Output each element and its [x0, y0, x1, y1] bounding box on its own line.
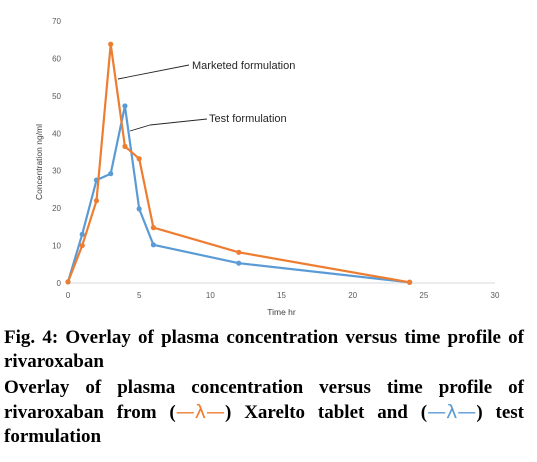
y-tick-label: 70: [52, 17, 61, 26]
data-point-series-1: [236, 260, 242, 266]
annotations: Marketed formulation Test formulation: [117, 60, 295, 132]
x-tick-label: 5: [137, 291, 142, 300]
y-tick-label: 50: [52, 92, 61, 101]
x-tick-label: 15: [277, 291, 286, 300]
series-line-0: [66, 43, 410, 284]
data-point-series-0: [79, 242, 85, 249]
data-point-series-0: [236, 249, 242, 255]
y-tick-label: 0: [57, 279, 62, 288]
y-tick-label: 30: [52, 167, 61, 176]
annotation-marketed: Marketed formulation: [192, 60, 295, 72]
data-point-series-1: [150, 242, 156, 248]
y-tick-label: 20: [52, 204, 61, 213]
series-line-1: [66, 104, 410, 284]
x-tick-label: 25: [419, 291, 428, 300]
x-tick-label: 20: [348, 291, 357, 300]
y-axis-title: Concentration ng/ml: [34, 124, 44, 200]
data-point-series-0: [108, 41, 114, 47]
data-point-series-1: [136, 206, 142, 212]
series-lines: [65, 41, 413, 285]
data-point-series-0: [136, 156, 142, 162]
annotation-leader-test: [129, 124, 151, 132]
concentration-time-chart: 0 10 20 30 40 50 60 70 0 5 10 15 20 25 30 Time hr Concen…: [34, 17, 500, 317]
caption-text-3: ) test formulation: [4, 402, 524, 447]
x-axis-title: Time hr: [267, 307, 296, 317]
data-point-series-1: [79, 231, 85, 237]
caption-text-1: Overlay of plasma concentration versus t…: [4, 377, 524, 423]
figure-caption-title: Fig. 4: Overlay of plasma concentration …: [4, 327, 524, 372]
x-tick-label: 0: [66, 291, 71, 300]
data-point-series-0: [122, 143, 128, 149]
data-point-series-1: [122, 103, 128, 109]
y-tick-label: 40: [52, 129, 61, 138]
annotation-test: Test formulation: [209, 113, 287, 125]
figure-caption-description: Overlay of plasma concentration versus t…: [4, 376, 524, 449]
data-point-series-0: [93, 198, 100, 204]
data-point-series-0: [65, 279, 71, 285]
data-point-series-0: [150, 225, 156, 231]
data-point-series-0: [407, 279, 413, 285]
annotation-leader-marketed: [117, 64, 190, 80]
legend-glyph-marketed: —λ—: [175, 401, 225, 423]
y-tick-label: 60: [52, 54, 61, 63]
x-tick-label: 10: [206, 291, 215, 300]
y-tick-label: 10: [52, 242, 61, 251]
x-tick-label: 30: [491, 291, 500, 300]
axes: 0 10 20 30 40 50 60 70 0 5 10 15 20 25 30 Time hr Concen…: [34, 17, 500, 317]
data-point-series-1: [108, 171, 114, 177]
annotation-leader-test-2: [149, 118, 208, 126]
caption-text-2: ) Xarelto tablet and (: [225, 402, 428, 423]
legend-glyph-test: —λ—: [427, 401, 477, 423]
